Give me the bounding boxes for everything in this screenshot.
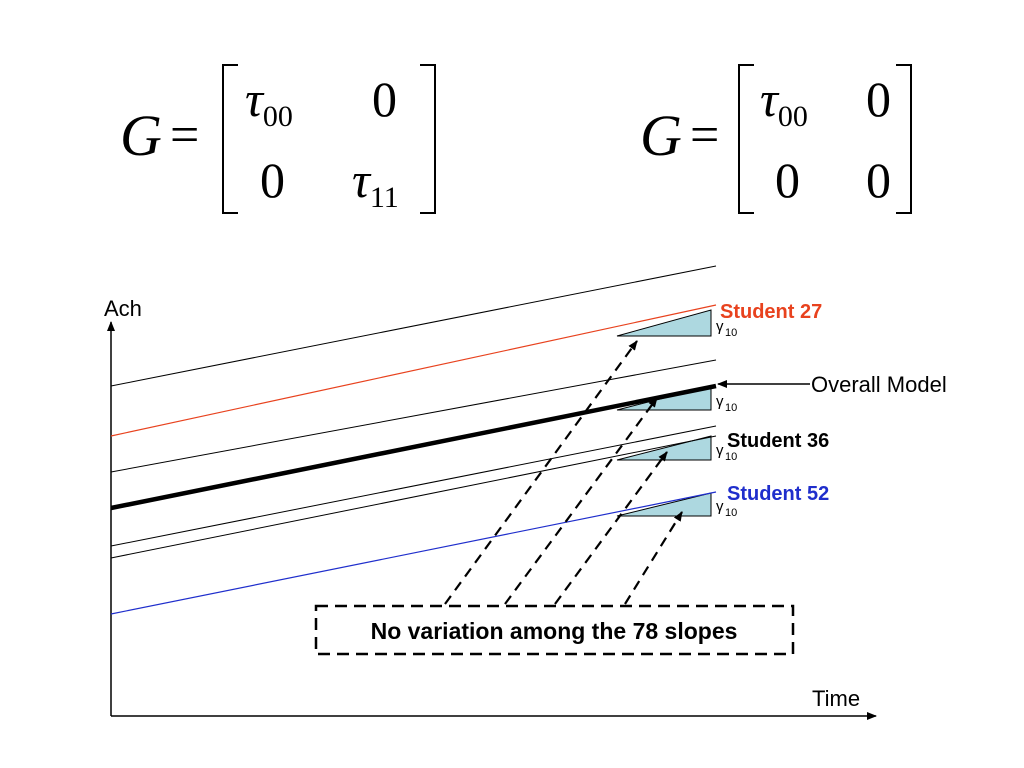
svg-text:γ: γ [716,393,724,410]
svg-text:γ: γ [716,498,724,515]
right-bracket [896,64,912,214]
matrix-cell-tau00: τ00 [760,71,808,133]
matrix-cell-10: 0 [260,152,285,208]
student-36-label: Student 36 [727,430,829,452]
dashed-arrow [554,451,668,605]
dashed-arrow [504,397,658,605]
gamma-label-student-27: γ 10 [716,318,737,339]
g-symbol: G [640,103,682,168]
svg-text:γ: γ [716,442,724,459]
g-matrix-full: G = τ00 0 0 τ11 [120,60,450,220]
right-bracket [420,64,436,214]
y-axis-label: Ach [104,296,142,321]
g-matrix-restricted: G = τ00 0 0 0 [640,60,930,220]
callout-box [314,604,795,656]
equals-sign: = [170,107,200,164]
matrix-cell-10: 0 [775,152,800,208]
slope-triangle-student-52 [616,492,712,517]
svg-text:10: 10 [725,451,737,463]
svg-text:10: 10 [725,327,737,339]
student-line [110,425,717,547]
gamma-label-overall: γ 10 [716,393,737,414]
matrix-cell-01: 0 [866,71,891,127]
student-52-label: Student 52 [727,483,829,505]
svg-text:10: 10 [725,402,737,414]
matrix-cell-tau11: τ11 [352,152,399,214]
student-line [110,359,717,473]
equals-sign: = [690,107,720,164]
gamma-label-student-36: γ 10 [716,442,737,463]
overall-model-label: Overall Model [811,372,947,397]
student-line [110,265,717,387]
svg-text:10: 10 [725,507,737,519]
matrix-cell-11: 0 [866,152,891,208]
gamma-label-student-52: γ 10 [716,498,737,519]
matrix-cell-tau00: τ00 [245,71,293,133]
student-36-line [110,435,717,559]
g-symbol: G [120,103,162,168]
slope-triangle-student-27 [616,309,712,337]
student-27-line [110,304,717,437]
left-bracket [222,64,238,214]
matrix-cell-01: 0 [372,71,397,127]
student-27-label: Student 27 [720,301,822,323]
left-bracket [738,64,754,214]
svg-text:γ: γ [716,318,724,335]
student-52-line [110,491,717,615]
dashed-arrow [624,511,683,605]
callout-text: No variation among the 78 slopes [371,618,738,644]
dashed-arrow [444,340,638,605]
x-axis-label: Time [812,686,860,711]
overall-model-line [110,383,717,511]
